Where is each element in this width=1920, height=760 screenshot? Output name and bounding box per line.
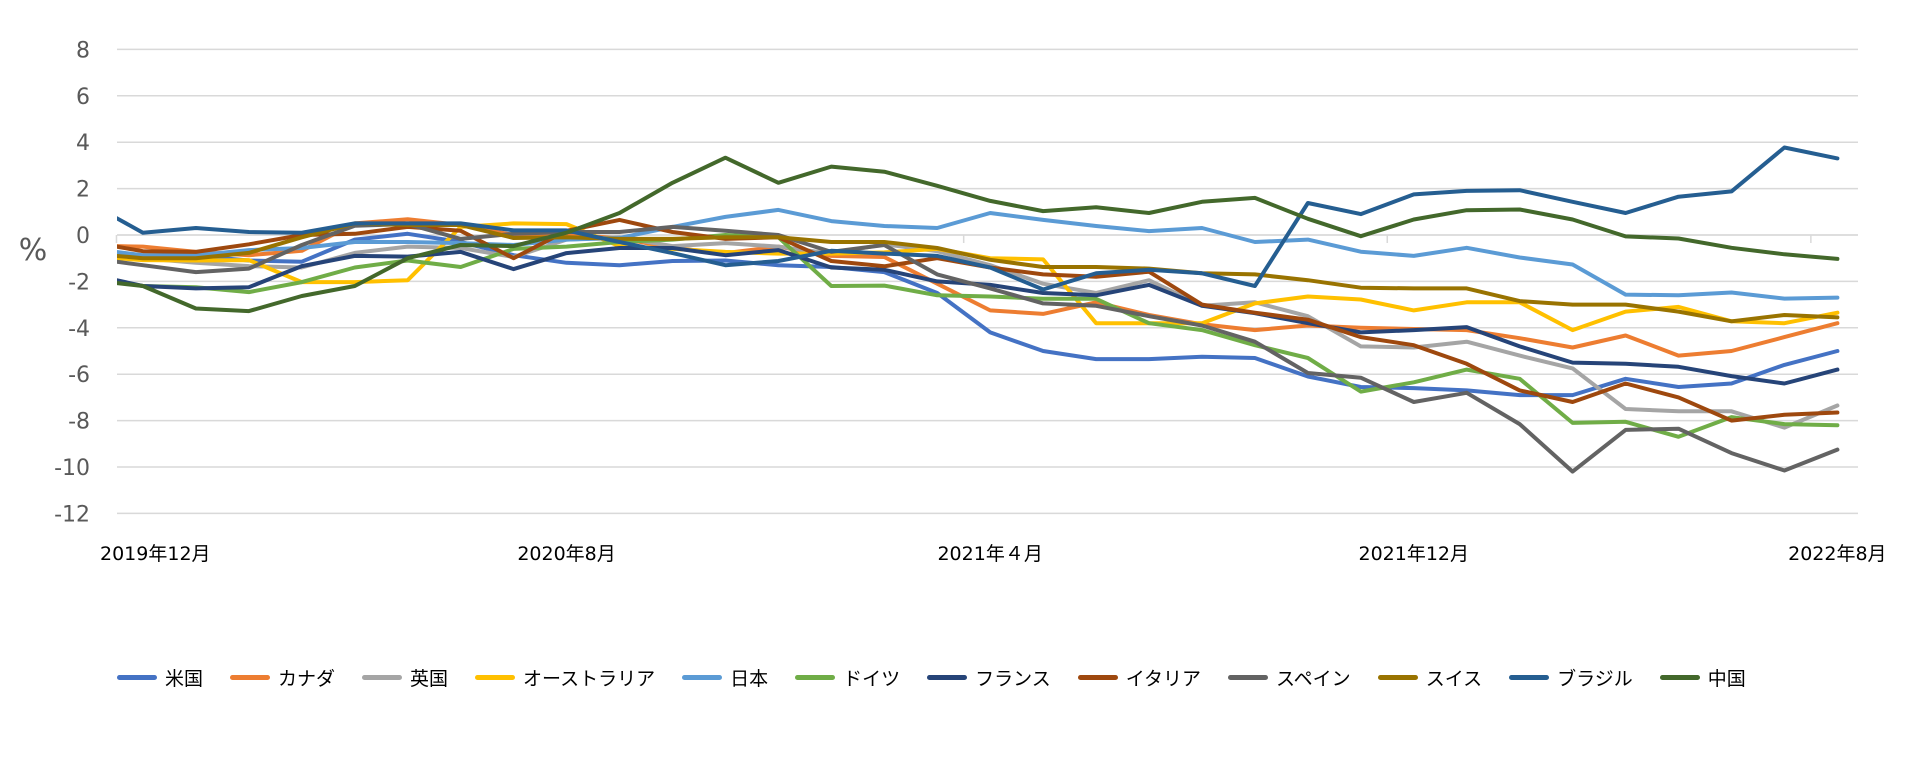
y-tick-label: -6 (68, 363, 90, 388)
legend-label: オーストラリア (523, 667, 656, 690)
legend-label: フランス (975, 667, 1051, 690)
legend: 米国 カナダ 英国 オーストラリア 日本 ドイツ フランス イタリア スペイン スイス ブラジル 中国 (117, 662, 1877, 692)
y-axis-label: % (19, 233, 48, 268)
legend-item: 米国 (117, 664, 203, 691)
y-tick-label: 4 (76, 131, 90, 156)
legend-item: 中国 (1659, 664, 1746, 691)
y-tick-label: -10 (54, 456, 90, 481)
legend-swatch (1509, 674, 1550, 680)
legend-label: カナダ (278, 667, 336, 690)
series-line-2 (117, 235, 1840, 430)
series-line-5 (117, 233, 1840, 439)
y-tick-label: -2 (68, 270, 90, 295)
legend-label: 中国 (1707, 667, 1746, 690)
legend-swatch (362, 674, 403, 680)
legend-label: 米国 (165, 667, 204, 690)
legend-item: スイス (1377, 664, 1483, 691)
legend-item: ブラジル (1509, 664, 1633, 691)
legend-swatch (475, 674, 516, 680)
x-tick-label: 2019年12月 (100, 543, 211, 565)
legend-item: スペイン (1228, 664, 1351, 691)
legend-item: 日本 (682, 664, 768, 691)
y-tick-label: 0 (76, 224, 90, 249)
legend-item: カナダ (230, 664, 335, 691)
y-tick-label: 6 (76, 85, 90, 110)
legend-swatch (795, 674, 836, 680)
legend-swatch (230, 674, 271, 680)
y-tick-label: -8 (68, 410, 90, 435)
y-tick-label: 2 (76, 178, 90, 203)
x-tick-label: 2021年４月 (937, 543, 1042, 565)
series-line-10 (117, 145, 1840, 292)
x-tick-label: 2020年8月 (517, 543, 615, 565)
legend-swatch (1659, 674, 1700, 680)
legend-swatch (1228, 674, 1269, 680)
y-axis-tick-labels: 8 6 4 2 0 -2 -4 -6 -8 -10 -12 (54, 38, 90, 527)
legend-item: フランス (927, 664, 1051, 691)
y-tick-label: -12 (54, 502, 90, 527)
legend-item: イタリア (1077, 664, 1202, 691)
y-tick-label: 8 (76, 38, 90, 63)
x-tick-label: 2021年12月 (1358, 543, 1469, 565)
y-tick-label: -4 (68, 317, 90, 342)
x-axis-tick-labels: 2019年12月 2020年8月 2021年４月 2021年12月 2022年8月 (100, 543, 1887, 565)
legend-swatch (1077, 674, 1118, 680)
series-line-11 (117, 155, 1840, 314)
legend-label: スイス (1425, 667, 1483, 690)
legend-label: スペイン (1276, 667, 1351, 690)
series-line-4 (117, 207, 1840, 301)
legend-item: ドイツ (795, 664, 900, 691)
legend-swatch (682, 674, 723, 680)
series-line-7 (117, 217, 1840, 423)
legend-label: ドイツ (843, 667, 901, 690)
x-tick-label: 2022年8月 (1788, 543, 1886, 565)
legend-swatch (117, 674, 157, 680)
legend-label: ブラジル (1557, 667, 1633, 690)
legend-label: 日本 (730, 667, 769, 690)
legend-swatch (1377, 674, 1418, 680)
legend-item: 英国 (362, 664, 448, 691)
legend-label: 英国 (410, 667, 449, 690)
legend-item: オーストラリア (475, 664, 655, 691)
series-lines (117, 145, 1840, 474)
legend-swatch (927, 674, 968, 680)
legend-label: イタリア (1125, 667, 1202, 690)
